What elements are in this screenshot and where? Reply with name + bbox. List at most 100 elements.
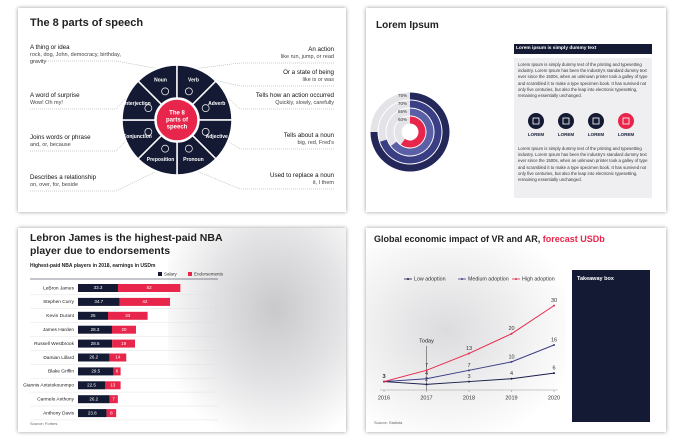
box-header: Lorem ipsum is simply dummy text [514,44,652,54]
segment-label: Preposition [147,157,175,163]
legend-dot [407,278,409,280]
bar-value: 13 [110,382,116,387]
segment-icon [161,144,169,153]
legend-label: High adoption [522,276,555,282]
point-label: 16 [551,337,557,343]
segment-label: Interjection [124,101,151,107]
bar-segment [113,367,121,376]
segment-icon [161,87,169,96]
ring-label: 75% [398,93,407,98]
icon-label: LOREM [588,132,605,137]
center-label: speech [167,125,188,131]
bar-value: 6 [116,369,119,374]
x-tick-label: 2017 [420,395,432,401]
block-text: and, or, because [30,141,71,148]
bar-segment [109,353,127,362]
block-text: on, over, for, beside [30,181,79,188]
block-heading: A thing or idea [30,44,70,51]
bar-segment [106,409,117,418]
legend-label: Medium adoption [468,276,509,282]
wheel: Noun Verb Adverb Adjective Pronoun Prepositio… [30,60,334,192]
point-label: 10 [508,354,514,360]
point [553,372,555,375]
point-label: 13 [466,346,472,352]
segment-label: Pronoun [183,157,204,163]
text-block: Or a state of being like is or was [234,69,334,84]
text-block: Joins words or phrase and, or, because [30,134,122,149]
wheel-segment [121,80,163,121]
block-heading: Tells about a noun [283,132,334,139]
category-label: Russell Westbrook [34,341,75,347]
point-label: 3 [382,374,385,380]
bar-value: 52 [147,285,153,290]
bar-value: 23.8 [88,410,97,415]
bar-segment [119,297,171,306]
category-label: Kevin Durant [46,313,74,319]
icon-glyph [532,117,540,125]
bar-chart: Salary Endorsements LeBron James 33.3 52 Step… [23,272,224,421]
category-label: James Harden [43,327,75,333]
segment-icon [144,104,153,112]
connector [228,98,334,110]
category-label: Giannis Antetokounmpo [23,383,74,389]
point-label: 20 [508,326,514,332]
point-label: 30 [551,298,557,304]
source: Source: Forbes [30,421,58,426]
subtitle: Highest-paid NBA players in 2018, earnin… [30,263,156,269]
title: Lebron James is the highest-paid NBA pla… [30,232,223,257]
point [383,380,385,383]
connector [30,98,126,110]
block-heading: Tells how an action occurred [255,92,334,99]
point-label: 7 [467,363,470,369]
x-tick-label: 2016 [378,395,390,401]
legend-dot [515,278,517,280]
bar-segment [78,284,118,292]
block-heading: Used to replace a noun [270,172,334,179]
block-heading: Joins words or phrase [30,134,91,141]
slide: 2016 2017 2018 2019 2020 Today Low adoption 3 2 3… [366,228,666,432]
block-heading: A word of surprise [30,92,80,99]
bar-value: 8 [110,410,113,415]
point [468,352,470,355]
point-label: 3 [467,374,470,380]
segment-label: Adverb [208,101,225,107]
legend-swatch [188,272,192,276]
legend-label: Salary [164,272,178,277]
ring-label: 60% [398,117,407,122]
bar-segment [78,409,107,418]
bar-segment [117,284,181,292]
block-text: like run, jump, or read [280,53,334,60]
bar-segment [78,297,120,306]
icon-label: LOREM [618,132,635,137]
point [553,344,555,346]
bar-value: 28.3 [91,327,100,332]
icon [528,113,544,129]
category-label: Stephen Curry [43,299,75,305]
text-block: Describes a relationship on, over, for, b… [30,174,122,189]
ring-label: 65% [398,109,407,114]
bar-value: 20 [121,327,127,332]
block-heading: An action [308,46,334,53]
block-heading: Describes a relationship [30,174,97,181]
slide: 75% 70% 65% 60% LOREM LOREM LOREM LOREM Lorem I… [366,8,666,212]
x-tick-label: 2020 [548,395,560,401]
connector [198,171,334,190]
point-label: 2 [425,377,428,383]
icon [558,113,574,129]
slide: Noun Verb Adverb Adjective Pronoun Prepositio… [18,8,346,212]
point [425,377,428,380]
title-highlight: forecast USDb [542,234,605,244]
category-label: Damian Lillard [43,355,74,361]
text-block: Used to replace a noun it, I them [234,172,334,187]
connector [228,141,334,150]
radial-chart: 75% 70% 65% 60% LOREM LOREM LOREM LOREM [370,92,635,172]
point-label: 4 [425,371,428,377]
bar-segment [78,367,114,376]
legend-label: Low adoption [414,276,446,282]
text-block: A word of surprise Wow! Oh my! [30,92,122,107]
point [510,332,513,335]
icon-label: LOREM [558,132,575,137]
point [510,377,513,380]
segment-icon [185,144,193,153]
